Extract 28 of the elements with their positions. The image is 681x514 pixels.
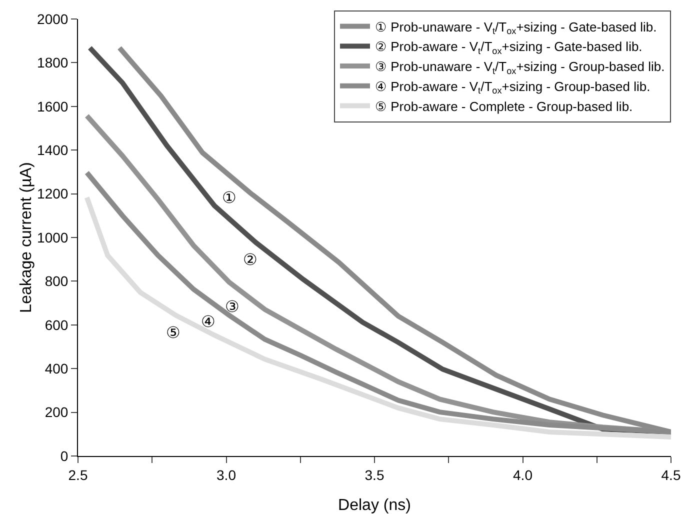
y-tick-label: 1000 bbox=[37, 229, 68, 246]
annotation: ④ bbox=[201, 314, 215, 331]
x-tick-label: 3.0 bbox=[216, 466, 236, 483]
annotation: ③ bbox=[225, 299, 239, 316]
x-tick-label: 4.0 bbox=[513, 466, 533, 483]
y-tick-label: 1800 bbox=[37, 54, 68, 71]
y-tick-label: 800 bbox=[44, 273, 68, 290]
legend-label: ④ Prob-aware - V$_{t}$/T$_{ox}$+sizing - Group-based lib. bbox=[375, 78, 650, 96]
y-tick-label: 1600 bbox=[37, 98, 68, 114]
legend-label: ③ Prob-unaware - V$_{t}$/T$_{ox}$+sizing - Group-based lib. bbox=[375, 59, 665, 76]
y-tick-label: 600 bbox=[44, 316, 68, 333]
y-tick-label: 1200 bbox=[37, 186, 68, 202]
legend-label: ② Prob-aware - V$_{t}$/T$_{ox}$+sizing - Gate-based lib. bbox=[375, 39, 642, 56]
x-axis-title: Delay (ns) bbox=[338, 497, 411, 514]
legend-label: ① Prob-unaware - V$_{t}$/T$_{ox}$+sizing - Gate-based lib. bbox=[375, 19, 657, 36]
y-tick-label: 2000 bbox=[37, 10, 68, 27]
x-tick-label: 3.5 bbox=[364, 466, 384, 483]
annotation: ⑤ bbox=[166, 325, 180, 342]
annotation: ① bbox=[222, 190, 236, 207]
y-tick-label: 0 bbox=[60, 448, 68, 464]
annotation: ② bbox=[243, 252, 257, 269]
y-tick-label: 200 bbox=[44, 404, 68, 420]
legend-label: ⑤ Prob-aware - Complete - Group-based lib. bbox=[375, 98, 633, 114]
x-tick-label: 4.5 bbox=[661, 466, 681, 483]
y-tick-label: 1400 bbox=[37, 142, 68, 158]
y-axis-title: Leakage current (µA) bbox=[18, 162, 36, 313]
y-tick-label: 400 bbox=[44, 360, 68, 376]
x-tick-label: 2.5 bbox=[68, 466, 88, 483]
